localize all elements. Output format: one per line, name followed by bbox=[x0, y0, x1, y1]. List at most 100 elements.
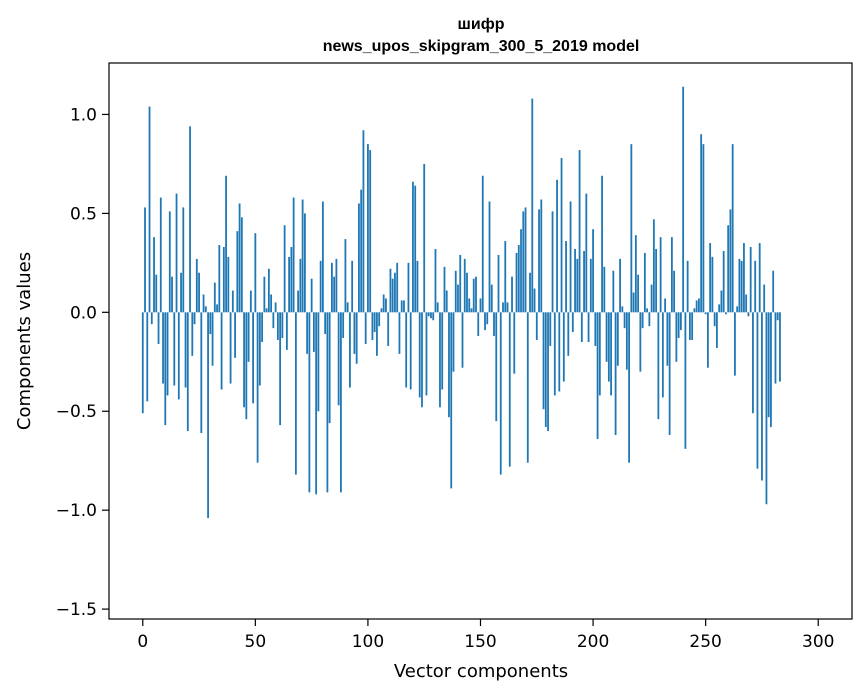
bar bbox=[382, 294, 385, 313]
bar bbox=[695, 300, 698, 313]
bar bbox=[216, 304, 218, 313]
bar bbox=[619, 258, 621, 313]
bar bbox=[580, 312, 583, 342]
bar bbox=[157, 312, 160, 344]
bar bbox=[331, 262, 333, 313]
bar bbox=[731, 144, 734, 313]
bar bbox=[385, 298, 387, 313]
bar bbox=[391, 278, 394, 313]
x-axis-ticks: 0 50 100 150 200 250 300 bbox=[137, 619, 834, 652]
bar bbox=[763, 284, 766, 313]
bar bbox=[502, 302, 504, 313]
bar bbox=[432, 312, 435, 321]
bar bbox=[378, 312, 381, 327]
bar bbox=[641, 312, 644, 329]
bar bbox=[553, 312, 556, 396]
bar bbox=[270, 294, 273, 313]
bar bbox=[450, 312, 453, 489]
bar bbox=[637, 274, 640, 313]
bar bbox=[193, 312, 196, 325]
bar bbox=[312, 312, 315, 352]
bar bbox=[281, 312, 284, 339]
bar bbox=[236, 231, 239, 313]
bar bbox=[688, 312, 691, 341]
bar bbox=[540, 199, 543, 313]
bar bbox=[231, 290, 234, 313]
bar bbox=[369, 150, 372, 313]
x-tick-label: 100 bbox=[352, 632, 384, 652]
bar bbox=[592, 229, 594, 313]
bar bbox=[434, 248, 437, 313]
bar bbox=[340, 312, 342, 493]
bar bbox=[612, 270, 615, 313]
bar bbox=[549, 312, 552, 346]
bar bbox=[616, 312, 619, 366]
bar bbox=[621, 306, 624, 313]
bar bbox=[403, 300, 405, 313]
bar bbox=[587, 312, 590, 342]
bar bbox=[272, 312, 275, 329]
bar bbox=[177, 312, 180, 400]
bar bbox=[175, 193, 178, 313]
bar bbox=[517, 245, 520, 313]
bar bbox=[722, 250, 725, 313]
bar bbox=[407, 262, 410, 313]
bar bbox=[173, 312, 176, 386]
bar bbox=[252, 312, 254, 404]
bar bbox=[146, 312, 149, 402]
bar bbox=[650, 284, 653, 313]
bar bbox=[265, 308, 268, 313]
x-tick-label: 300 bbox=[802, 632, 834, 652]
bar bbox=[171, 276, 173, 313]
bar bbox=[166, 312, 169, 396]
bar bbox=[240, 217, 243, 313]
bar bbox=[598, 312, 601, 396]
bar bbox=[452, 312, 455, 372]
bar bbox=[306, 312, 309, 354]
bar bbox=[310, 278, 313, 313]
bar bbox=[493, 312, 495, 337]
bar bbox=[308, 312, 311, 493]
bar bbox=[256, 312, 259, 463]
bar bbox=[659, 237, 662, 313]
bar bbox=[191, 312, 194, 356]
bar bbox=[155, 274, 158, 313]
bar bbox=[486, 312, 489, 325]
bar bbox=[425, 312, 428, 396]
bar bbox=[526, 312, 529, 463]
bar bbox=[679, 312, 682, 331]
bar bbox=[643, 252, 646, 313]
bar bbox=[625, 312, 628, 370]
bar bbox=[547, 312, 549, 432]
bar bbox=[479, 298, 482, 313]
bar bbox=[279, 312, 282, 426]
bar bbox=[508, 312, 511, 467]
bar bbox=[589, 258, 592, 313]
bar bbox=[520, 229, 522, 313]
bar bbox=[333, 276, 336, 313]
bar bbox=[470, 308, 473, 313]
bar bbox=[497, 254, 500, 313]
bar bbox=[448, 312, 450, 418]
bar bbox=[513, 312, 516, 374]
bar bbox=[292, 197, 295, 313]
bar bbox=[468, 298, 471, 313]
bar bbox=[774, 312, 777, 384]
bar bbox=[416, 260, 419, 313]
bar bbox=[700, 134, 703, 313]
bar bbox=[396, 262, 399, 313]
bar bbox=[709, 243, 712, 313]
y-tick-label: −0.5 bbox=[56, 402, 97, 422]
bar bbox=[398, 312, 401, 354]
bar bbox=[675, 312, 678, 362]
bar-series bbox=[141, 86, 781, 519]
bar bbox=[427, 312, 430, 317]
bar bbox=[749, 247, 752, 313]
y-axis-ticks: 1.0 0.5 0.0 −0.5 −1.0 −1.5 bbox=[56, 105, 109, 620]
bar bbox=[461, 312, 464, 368]
bar bbox=[414, 185, 417, 313]
chart-title: шифр bbox=[458, 16, 505, 33]
bar bbox=[261, 312, 263, 342]
bar bbox=[337, 312, 340, 406]
